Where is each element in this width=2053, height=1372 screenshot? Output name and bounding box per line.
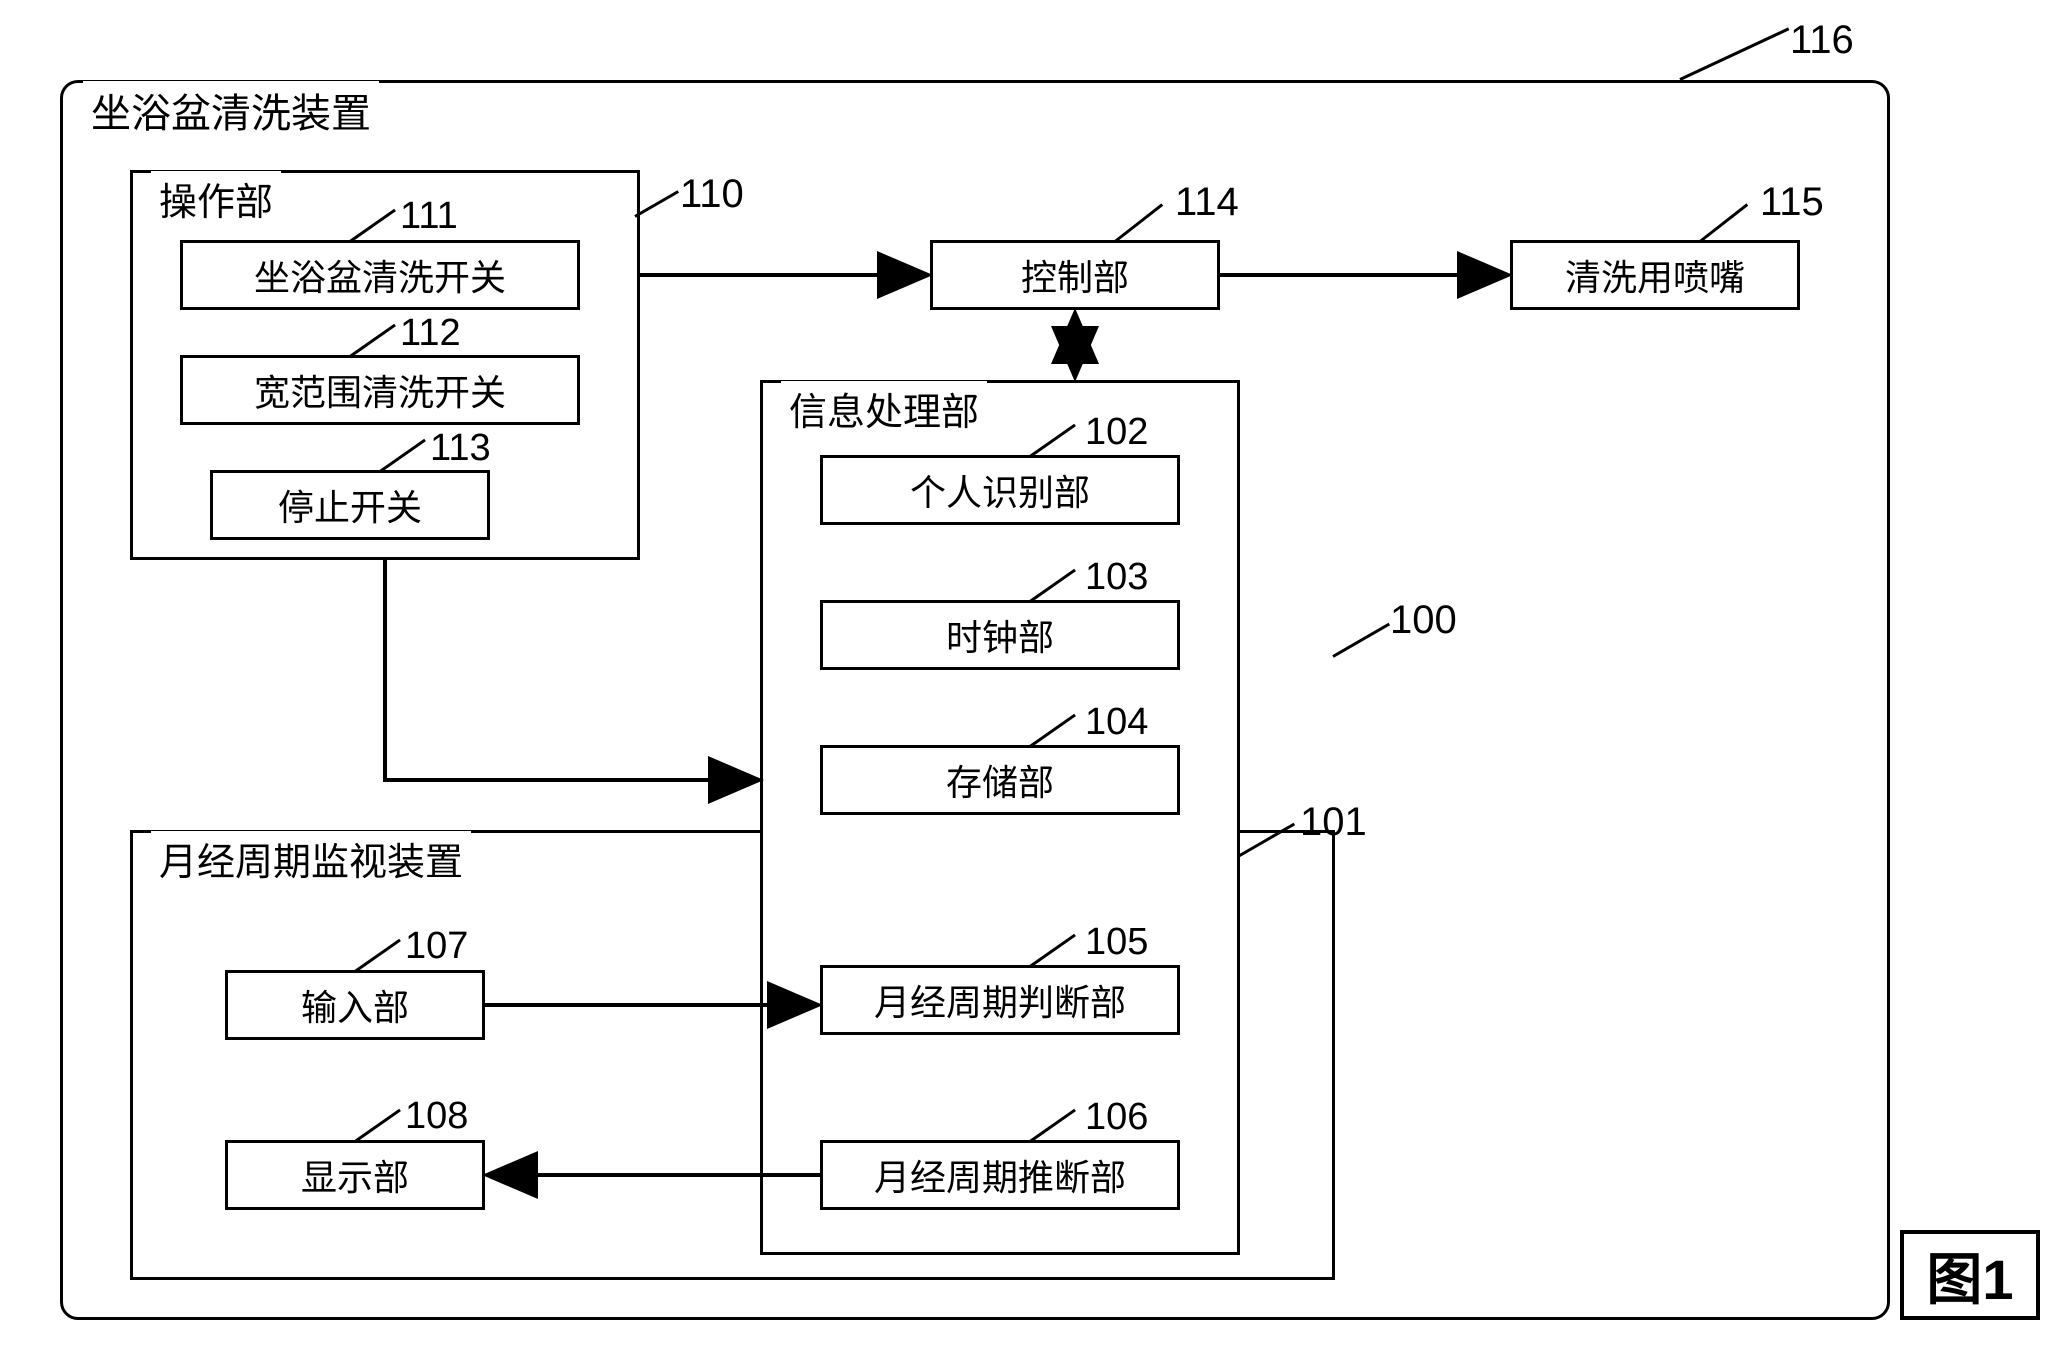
ref-111: 111: [400, 195, 458, 238]
nozzle-label: 清洗用喷嘴: [1565, 249, 1745, 301]
info-storage: 存储部: [820, 745, 1180, 815]
figure-label-text: 图1: [1926, 1235, 2013, 1316]
operation-title: 操作部: [151, 171, 281, 226]
switch-bidet-label: 坐浴盆清洗开关: [254, 249, 506, 301]
info-judge-label: 月经周期判断部: [874, 974, 1126, 1026]
outer-title: 坐浴盆清洗装置: [83, 81, 379, 139]
ref-110: 110: [680, 172, 744, 217]
info-infer-label: 月经周期推断部: [874, 1149, 1126, 1201]
info-clock: 时钟部: [820, 600, 1180, 670]
switch-stop: 停止开关: [210, 470, 490, 540]
control-section: 控制部: [930, 240, 1220, 310]
info-clock-label: 时钟部: [946, 609, 1054, 661]
ref-104: 104: [1085, 701, 1148, 744]
figure-label: 图1: [1900, 1230, 2040, 1320]
input-label: 输入部: [301, 979, 409, 1031]
ref-105: 105: [1085, 921, 1148, 964]
nozzle-section: 清洗用喷嘴: [1510, 240, 1800, 310]
ref-113: 113: [430, 427, 491, 470]
ref-108: 108: [405, 1095, 468, 1138]
switch-wide: 宽范围清洗开关: [180, 355, 580, 425]
info-personal: 个人识别部: [820, 455, 1180, 525]
info-infer: 月经周期推断部: [820, 1140, 1180, 1210]
ref-102: 102: [1085, 411, 1148, 454]
info-judge: 月经周期判断部: [820, 965, 1180, 1035]
ref-101: 101: [1300, 800, 1367, 845]
switch-bidet: 坐浴盆清洗开关: [180, 240, 580, 310]
ref-116: 116: [1790, 18, 1854, 63]
ref-115: 115: [1760, 180, 1824, 225]
ref-103: 103: [1085, 556, 1148, 599]
ref-114: 114: [1175, 180, 1239, 225]
info-storage-label: 存储部: [946, 754, 1054, 806]
ref-100: 100: [1390, 598, 1457, 643]
ref-107: 107: [405, 925, 468, 968]
ref-112: 112: [400, 312, 461, 355]
display-label: 显示部: [301, 1149, 409, 1201]
monitor-title: 月经周期监视装置: [151, 831, 471, 886]
info-personal-label: 个人识别部: [910, 464, 1090, 516]
info-title: 信息处理部: [781, 381, 987, 436]
input-section: 输入部: [225, 970, 485, 1040]
display-section: 显示部: [225, 1140, 485, 1210]
leader-116: [1679, 27, 1789, 80]
control-label: 控制部: [1021, 249, 1129, 301]
switch-wide-label: 宽范围清洗开关: [254, 364, 506, 416]
switch-stop-label: 停止开关: [278, 479, 422, 531]
ref-106: 106: [1085, 1096, 1148, 1139]
